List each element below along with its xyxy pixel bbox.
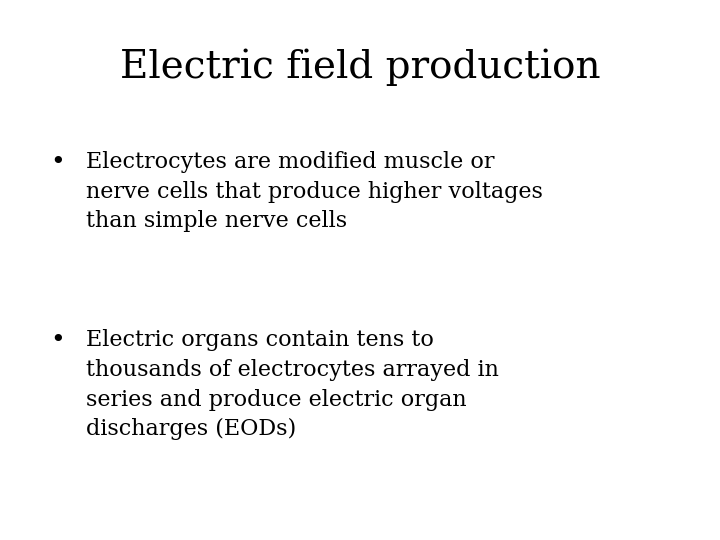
Text: Electrocytes are modified muscle or
nerve cells that produce higher voltages
tha: Electrocytes are modified muscle or nerv… <box>86 151 544 233</box>
Text: •: • <box>50 329 65 353</box>
Text: Electric organs contain tens to
thousands of electrocytes arrayed in
series and : Electric organs contain tens to thousand… <box>86 329 499 441</box>
Text: Electric field production: Electric field production <box>120 49 600 86</box>
Text: •: • <box>50 151 65 174</box>
